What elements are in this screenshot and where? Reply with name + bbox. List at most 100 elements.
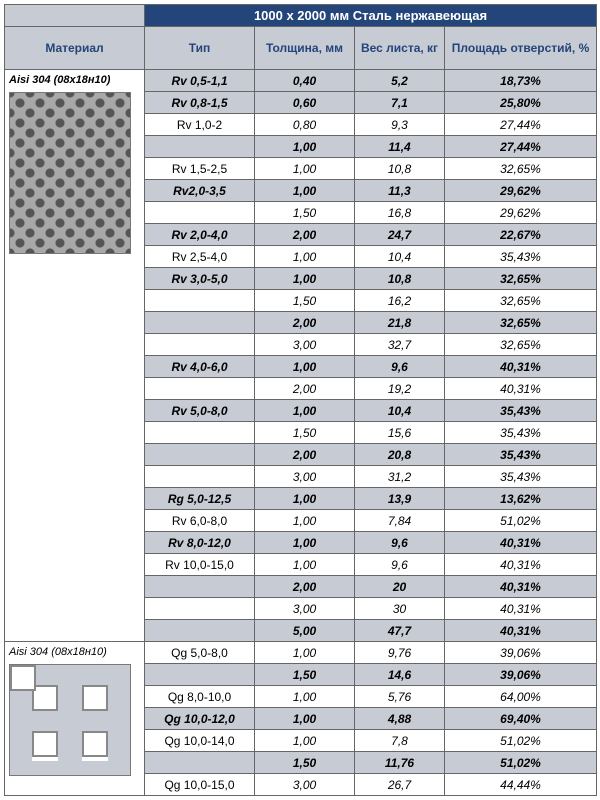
- weight-cell: 20,8: [355, 444, 445, 466]
- area-cell: 18,73%: [445, 70, 597, 92]
- thickness-cell: 0,40: [255, 70, 355, 92]
- weight-cell: 14,6: [355, 664, 445, 686]
- weight-cell: 31,2: [355, 466, 445, 488]
- weight-cell: 19,2: [355, 378, 445, 400]
- type-cell: Rv2,0-3,5: [145, 180, 255, 202]
- type-cell: [145, 136, 255, 158]
- type-cell: [145, 752, 255, 774]
- area-cell: 40,31%: [445, 576, 597, 598]
- thickness-cell: 1,00: [255, 532, 355, 554]
- weight-cell: 10,8: [355, 268, 445, 290]
- area-cell: 29,62%: [445, 202, 597, 224]
- thickness-cell: 1,00: [255, 246, 355, 268]
- type-cell: Rv 3,0-5,0: [145, 268, 255, 290]
- area-cell: 64,00%: [445, 686, 597, 708]
- thickness-cell: 1,00: [255, 268, 355, 290]
- weight-cell: 9,3: [355, 114, 445, 136]
- area-cell: 27,44%: [445, 136, 597, 158]
- weight-cell: 21,8: [355, 312, 445, 334]
- area-cell: 35,43%: [445, 400, 597, 422]
- type-cell: Rv 2,5-4,0: [145, 246, 255, 268]
- col-thickness: Толщина, мм: [255, 27, 355, 70]
- thickness-cell: 2,00: [255, 378, 355, 400]
- type-cell: [145, 202, 255, 224]
- type-cell: Rv 1,5-2,5: [145, 158, 255, 180]
- thickness-cell: 1,00: [255, 708, 355, 730]
- thickness-cell: 2,00: [255, 576, 355, 598]
- thickness-cell: 2,00: [255, 224, 355, 246]
- thickness-cell: 1,50: [255, 752, 355, 774]
- type-cell: [145, 312, 255, 334]
- thickness-cell: 3,00: [255, 774, 355, 796]
- weight-cell: 10,4: [355, 246, 445, 268]
- area-cell: 25,80%: [445, 92, 597, 114]
- material-cell: Aisi 304 (08х18н10): [5, 70, 145, 642]
- thickness-cell: 1,00: [255, 488, 355, 510]
- thickness-cell: 1,00: [255, 356, 355, 378]
- blank-header: [5, 5, 145, 27]
- weight-cell: 11,76: [355, 752, 445, 774]
- area-cell: 51,02%: [445, 752, 597, 774]
- thickness-cell: 1,00: [255, 554, 355, 576]
- thickness-cell: 1,50: [255, 290, 355, 312]
- type-cell: [145, 422, 255, 444]
- thickness-cell: 1,00: [255, 730, 355, 752]
- area-cell: 32,65%: [445, 312, 597, 334]
- weight-cell: 30: [355, 598, 445, 620]
- area-cell: 40,31%: [445, 554, 597, 576]
- area-cell: 51,02%: [445, 510, 597, 532]
- area-cell: 32,65%: [445, 290, 597, 312]
- weight-cell: 7,1: [355, 92, 445, 114]
- type-cell: Rv 5,0-8,0: [145, 400, 255, 422]
- area-cell: 13,62%: [445, 488, 597, 510]
- weight-cell: 10,8: [355, 158, 445, 180]
- thickness-cell: 2,00: [255, 312, 355, 334]
- weight-cell: 9,6: [355, 356, 445, 378]
- thickness-cell: 1,00: [255, 686, 355, 708]
- area-cell: 40,31%: [445, 378, 597, 400]
- material-label: Aisi 304 (08х18н10): [9, 646, 140, 658]
- weight-cell: 15,6: [355, 422, 445, 444]
- thickness-cell: 0,60: [255, 92, 355, 114]
- square-hole-swatch: [9, 664, 131, 776]
- type-cell: [145, 444, 255, 466]
- weight-cell: 9,6: [355, 532, 445, 554]
- area-cell: 39,06%: [445, 664, 597, 686]
- type-cell: Qg 10,0-14,0: [145, 730, 255, 752]
- type-cell: Qg 10,0-15,0: [145, 774, 255, 796]
- thickness-cell: 1,50: [255, 422, 355, 444]
- weight-cell: 16,2: [355, 290, 445, 312]
- area-cell: 27,44%: [445, 114, 597, 136]
- type-cell: Rv 1,0-2: [145, 114, 255, 136]
- area-cell: 32,65%: [445, 334, 597, 356]
- thickness-cell: 3,00: [255, 334, 355, 356]
- type-cell: Rg 5,0-12,5: [145, 488, 255, 510]
- spec-table: 1000 х 2000 мм Сталь нержавеющая Материа…: [4, 4, 597, 796]
- thickness-cell: 1,50: [255, 664, 355, 686]
- area-cell: 32,65%: [445, 158, 597, 180]
- type-cell: [145, 290, 255, 312]
- col-area: Площадь отверстий, %: [445, 27, 597, 70]
- type-cell: Rv 0,5-1,1: [145, 70, 255, 92]
- type-cell: Rv 6,0-8,0: [145, 510, 255, 532]
- area-cell: 35,43%: [445, 422, 597, 444]
- weight-cell: 5,2: [355, 70, 445, 92]
- thickness-cell: 1,00: [255, 158, 355, 180]
- col-material: Материал: [5, 27, 145, 70]
- type-cell: [145, 664, 255, 686]
- thickness-cell: 3,00: [255, 466, 355, 488]
- area-cell: 35,43%: [445, 246, 597, 268]
- weight-cell: 9,6: [355, 554, 445, 576]
- thickness-cell: 1,00: [255, 642, 355, 664]
- weight-cell: 7,8: [355, 730, 445, 752]
- material-cell: Aisi 304 (08х18н10): [5, 642, 145, 796]
- weight-cell: 32,7: [355, 334, 445, 356]
- table-row: Aisi 304 (08х18н10)Qg 5,0-8,01,009,7639,…: [5, 642, 597, 664]
- type-cell: Qg 8,0-10,0: [145, 686, 255, 708]
- type-cell: Rv 2,0-4,0: [145, 224, 255, 246]
- weight-cell: 9,76: [355, 642, 445, 664]
- weight-cell: 5,76: [355, 686, 445, 708]
- thickness-cell: 0,80: [255, 114, 355, 136]
- type-cell: [145, 334, 255, 356]
- type-cell: Rv 4,0-6,0: [145, 356, 255, 378]
